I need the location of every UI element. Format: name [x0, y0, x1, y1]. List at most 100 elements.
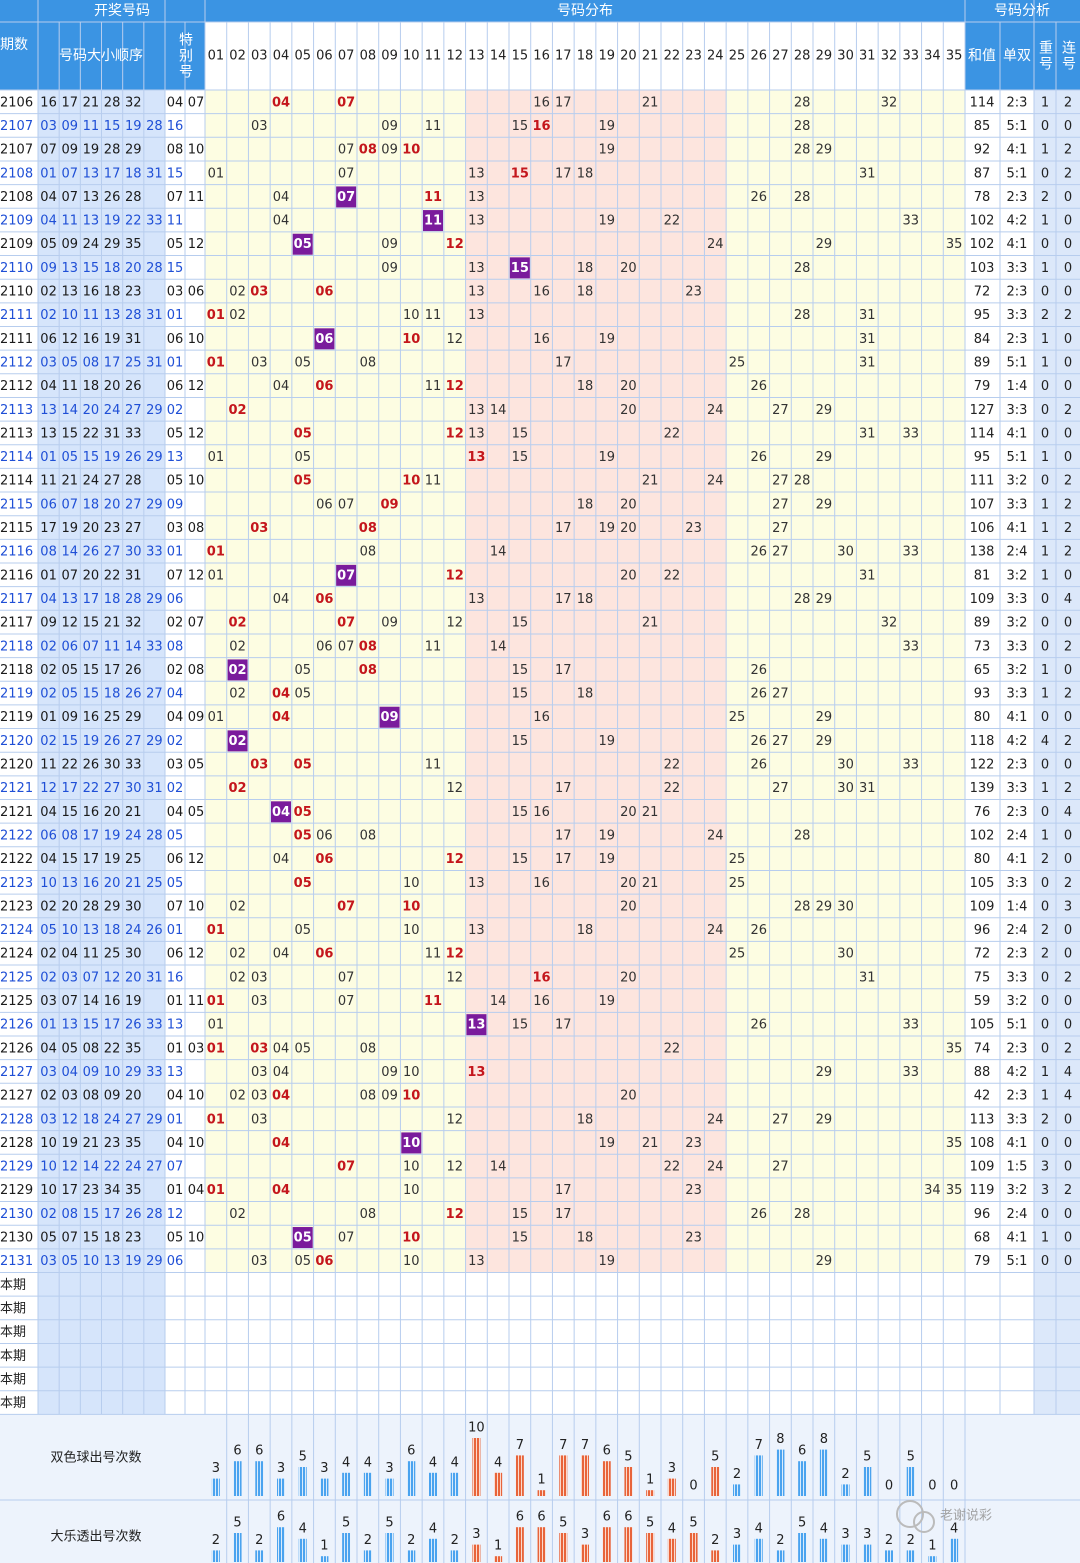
distribution-number: 28 [794, 899, 811, 914]
sum: 119 [970, 1183, 995, 1198]
consecutive: 0 [1064, 237, 1072, 252]
distribution-number: 11 [425, 379, 442, 394]
distribution-number: 30 [837, 899, 854, 914]
consecutive: 4 [1064, 1065, 1072, 1080]
count-label: 3 [472, 1527, 480, 1542]
consecutive: 0 [1064, 1112, 1072, 1127]
special-number: 04 [167, 710, 184, 725]
distribution-number: 33 [902, 545, 919, 560]
distribution-number: 18 [577, 923, 594, 938]
special-number: 02 [167, 734, 184, 749]
distribution-number: 17 [555, 521, 572, 536]
special-number: 04 [188, 1183, 205, 1198]
distribution-special: 02 [229, 403, 247, 418]
draw-number: 33 [146, 1018, 163, 1033]
draw-number: 19 [104, 332, 121, 347]
odd-even: 5:1 [1007, 119, 1028, 134]
distribution-number: 24 [707, 474, 724, 489]
draw-number: 23 [104, 521, 121, 536]
draw-number: 33 [125, 426, 142, 441]
count-label: 1 [646, 1473, 654, 1488]
count-bar [581, 1455, 589, 1496]
sum: 42 [974, 1089, 991, 1104]
draw-number: 13 [40, 403, 57, 418]
draw-number: 11 [83, 947, 100, 962]
distribution-number: 26 [750, 190, 767, 205]
draw-number: 28 [125, 592, 142, 607]
period: 2106 [0, 95, 33, 110]
header-number: 14 [490, 49, 507, 64]
draw-number: 03 [40, 1065, 57, 1080]
distribution-special: 12 [446, 379, 464, 394]
distribution-number: 04 [273, 190, 290, 205]
draw-number: 15 [83, 687, 100, 702]
draw-number: 23 [104, 1136, 121, 1151]
count-label: 7 [755, 1438, 763, 1453]
count-label: 3 [581, 1527, 589, 1542]
draw-number: 03 [40, 1112, 57, 1127]
count-bar [537, 1527, 546, 1562]
distribution-number: 15 [512, 426, 529, 441]
distribution-number: 26 [750, 545, 767, 560]
draw-number: 14 [61, 545, 78, 560]
special-number: 06 [167, 1254, 184, 1269]
distribution-number: 01 [208, 450, 225, 465]
distribution-special: 06 [315, 852, 333, 867]
sum: 105 [970, 876, 995, 891]
special-number: 07 [167, 899, 184, 914]
distribution-special: 06 [315, 947, 333, 962]
special-number: 10 [188, 1136, 205, 1151]
count-bar [277, 1527, 285, 1562]
draw-number: 20 [125, 1089, 142, 1104]
draw-number: 07 [83, 970, 100, 985]
special-number: 13 [167, 1065, 184, 1080]
period: 2109 [0, 214, 33, 229]
count-label: 1 [537, 1473, 545, 1488]
draw-number: 19 [61, 1136, 78, 1151]
draw-number: 26 [125, 450, 142, 465]
distribution-number: 28 [794, 119, 811, 134]
draw-number: 02 [40, 947, 57, 962]
period: 2128 [0, 1112, 33, 1127]
distribution-number: 09 [381, 261, 398, 276]
distribution-number: 21 [642, 1136, 659, 1151]
draw-number: 04 [40, 592, 57, 607]
distribution-number: 23 [685, 521, 702, 536]
sum: 107 [970, 497, 995, 512]
distribution-special: 12 [446, 852, 464, 867]
count-bar [776, 1550, 785, 1562]
draw-number: 20 [104, 876, 121, 891]
repeat: 0 [1041, 899, 1049, 914]
repeat-box [227, 659, 248, 681]
odd-even: 2:4 [1007, 545, 1028, 560]
draw-number: 08 [61, 1207, 78, 1222]
count-label: 0 [885, 1479, 893, 1494]
draw-number: 17 [40, 521, 57, 536]
draw-number: 15 [83, 1018, 100, 1033]
sum: 89 [974, 355, 991, 370]
draw-number: 21 [83, 1136, 100, 1151]
draw-number: 04 [61, 947, 78, 962]
sum: 92 [974, 143, 991, 158]
count-label: 6 [407, 1444, 415, 1459]
draw-number: 21 [83, 95, 100, 110]
draw-number: 03 [40, 1254, 57, 1269]
count-bar [537, 1490, 546, 1496]
draw-number: 12 [61, 1112, 78, 1127]
repeat: 0 [1041, 1254, 1049, 1269]
distribution-special: 11 [424, 214, 442, 229]
period: 2116 [0, 568, 33, 583]
odd-even: 3:3 [1007, 970, 1028, 985]
draw-number: 27 [104, 474, 121, 489]
distribution-number: 26 [750, 923, 767, 938]
draw-number: 15 [104, 119, 121, 134]
count-bar [624, 1527, 633, 1562]
period: 2114 [0, 450, 33, 465]
draw-number: 25 [125, 852, 142, 867]
distribution-number: 08 [360, 828, 377, 843]
odd-even: 3:2 [1007, 994, 1028, 1009]
distribution-special: 07 [337, 568, 355, 583]
distribution-number: 05 [294, 923, 311, 938]
distribution-number: 29 [816, 592, 833, 607]
count-bar [906, 1550, 915, 1562]
